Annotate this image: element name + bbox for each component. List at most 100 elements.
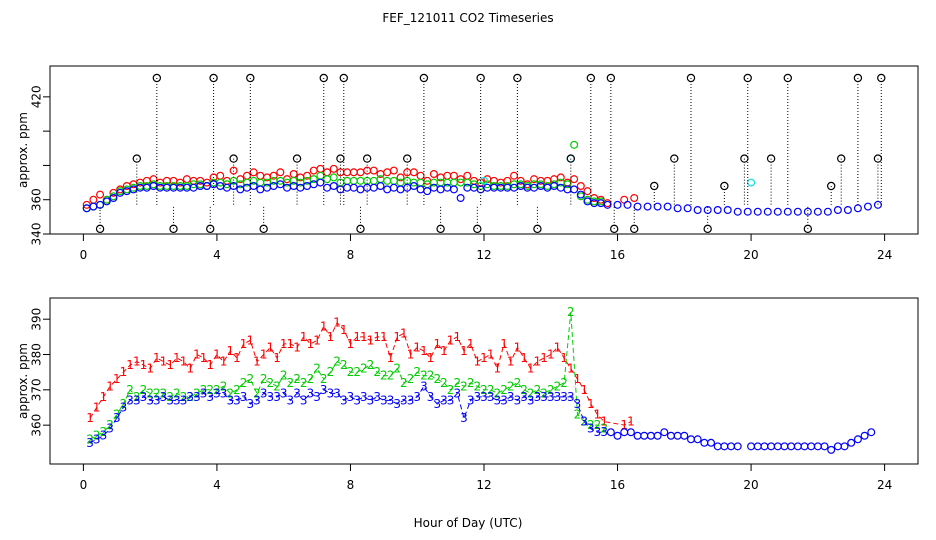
data-point <box>650 181 659 191</box>
data-point: 2 <box>407 372 415 386</box>
data-point: 1 <box>186 362 194 376</box>
data-point <box>747 442 756 451</box>
data-point <box>633 202 642 211</box>
data-point: 3 <box>554 390 562 404</box>
data-point <box>89 195 98 204</box>
data-point: 2 <box>367 358 375 372</box>
data-point <box>443 183 452 192</box>
data-point <box>566 154 576 163</box>
data-point: 2 <box>400 376 408 390</box>
data-point: 2 <box>260 372 268 386</box>
data-point: 2 <box>327 365 335 379</box>
data-point <box>673 431 682 440</box>
data-point: 1 <box>460 344 468 358</box>
bottom-x-tick-label: 24 <box>877 478 892 492</box>
data-point <box>867 428 876 437</box>
data-point <box>292 154 302 163</box>
data-point: 1 <box>213 348 221 362</box>
data-point: 1 <box>480 351 488 365</box>
bottom-y-tick-label: 390 <box>30 308 44 331</box>
data-point: 1 <box>93 400 101 414</box>
data-point: 3 <box>340 393 348 407</box>
data-point <box>109 194 118 203</box>
data-point <box>853 204 862 213</box>
data-point <box>396 178 405 187</box>
data-point: 2 <box>320 372 328 386</box>
data-point: 1 <box>487 348 495 362</box>
data-point <box>613 200 622 209</box>
data-point <box>449 171 458 180</box>
data-point <box>456 194 465 203</box>
top-series-black <box>95 73 886 234</box>
data-point: 3 <box>206 390 214 404</box>
top-series-blue <box>82 178 882 216</box>
data-point: 1 <box>600 415 608 429</box>
data-point: 3 <box>320 383 328 397</box>
data-point: 3 <box>594 425 602 439</box>
data-point: 1 <box>580 383 588 397</box>
data-point <box>823 207 832 216</box>
bottom-x-tick-label: 12 <box>476 478 491 492</box>
data-point: 3 <box>367 393 375 407</box>
data-point <box>303 171 312 180</box>
data-point: 1 <box>340 323 348 337</box>
data-point: 1 <box>300 330 308 344</box>
data-point: 2 <box>494 386 502 400</box>
data-point <box>369 166 378 175</box>
data-point <box>329 182 338 191</box>
data-point <box>329 164 338 173</box>
data-point <box>259 224 268 234</box>
data-point <box>436 224 445 234</box>
data-point <box>793 442 802 451</box>
data-point <box>319 73 328 83</box>
data-point <box>96 200 105 209</box>
data-point: 1 <box>253 355 261 369</box>
data-point: 3 <box>126 393 134 407</box>
data-point: 2 <box>347 365 355 379</box>
data-point <box>686 73 696 83</box>
data-point: 2 <box>126 383 134 397</box>
data-point: 3 <box>213 386 221 400</box>
data-point <box>356 224 365 234</box>
top-y-axis: 340 360 420 <box>30 85 50 245</box>
data-point: 2 <box>213 383 221 397</box>
data-point <box>356 168 365 177</box>
data-point: 2 <box>280 369 288 383</box>
data-point <box>660 428 669 437</box>
data-point: 3 <box>487 390 495 404</box>
data-point: 1 <box>233 351 241 365</box>
data-point <box>630 224 639 234</box>
data-point <box>403 183 412 192</box>
data-point: 1 <box>534 355 542 369</box>
data-point: 1 <box>126 358 134 372</box>
data-point <box>703 224 712 234</box>
top-x-tick-label: 24 <box>877 248 892 262</box>
data-point <box>289 182 298 191</box>
data-point: 1 <box>567 362 575 376</box>
data-point: 2 <box>567 305 575 319</box>
data-point <box>787 442 796 451</box>
data-point: 1 <box>393 330 401 344</box>
data-point <box>763 207 772 216</box>
data-point: 1 <box>547 348 555 362</box>
data-point <box>323 175 332 184</box>
data-point <box>256 178 265 187</box>
data-point: 2 <box>86 432 94 446</box>
data-point <box>673 204 682 213</box>
data-point: 1 <box>280 337 288 351</box>
data-point <box>827 445 836 454</box>
top-y-tick-label: 360 <box>30 188 44 211</box>
data-point: 2 <box>540 386 548 400</box>
bottom-y-axis-label: approx. ppm <box>16 343 30 419</box>
data-point: 2 <box>233 383 241 397</box>
data-point: 3 <box>273 390 281 404</box>
data-point: 2 <box>360 362 368 376</box>
data-point: 1 <box>273 351 281 365</box>
data-point: 3 <box>226 393 234 407</box>
data-point: 1 <box>240 337 248 351</box>
data-point <box>389 176 398 185</box>
data-point <box>343 168 352 177</box>
